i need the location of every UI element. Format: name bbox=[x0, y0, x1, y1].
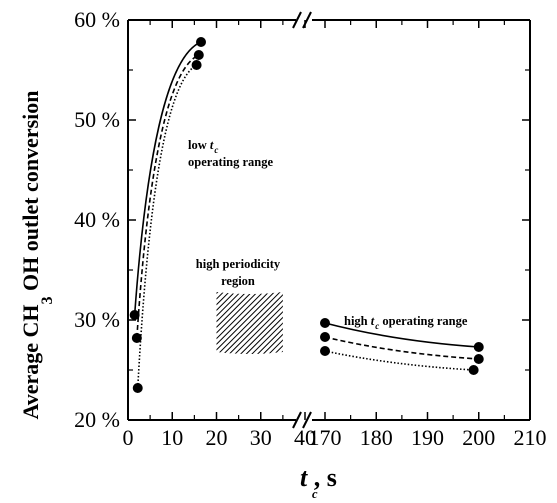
x-tick-label-right: 180 bbox=[360, 425, 393, 450]
axis-break-mark-top-2 bbox=[302, 11, 312, 29]
data-point-dashed bbox=[193, 50, 204, 60]
annotation-periodicity-line2: region bbox=[221, 274, 255, 288]
data-point-dotted bbox=[320, 346, 330, 356]
x-axis-label: t , s bbox=[300, 463, 337, 492]
data-point-dashed bbox=[131, 333, 142, 343]
plot-frame bbox=[127, 11, 531, 429]
y-tick-label: 50 % bbox=[74, 107, 120, 132]
x-tick-label-left: 10 bbox=[161, 425, 183, 450]
data-point-solid bbox=[129, 310, 140, 320]
y-tick-label: 60 % bbox=[74, 7, 120, 32]
axis-break-mark-bottom-2 bbox=[302, 411, 312, 429]
data-point-solid bbox=[196, 37, 207, 47]
annotation-low-tc-line1: low tc bbox=[188, 138, 218, 155]
x-tick-label-left: 20 bbox=[206, 425, 228, 450]
y-tick-label: 30 % bbox=[74, 307, 120, 332]
axis-break-mark-top-1 bbox=[292, 11, 302, 29]
data-point-dotted bbox=[468, 365, 479, 375]
x-axis-label-subscript: c bbox=[312, 487, 318, 501]
conversion-curves bbox=[133, 41, 479, 389]
x-tick-label-right: 170 bbox=[309, 425, 342, 450]
curve-high-solid bbox=[324, 322, 479, 348]
y-axis-label: Average CH3 OH outlet conversion bbox=[18, 91, 56, 420]
data-point-dashed bbox=[473, 354, 484, 364]
annotation-periodicity-line1: high periodicity bbox=[196, 257, 281, 271]
annotation-low-tc-line2: operating range bbox=[188, 155, 274, 169]
curve-low-solid bbox=[133, 41, 202, 316]
data-points bbox=[129, 37, 484, 393]
hatched-region-shape bbox=[216, 292, 283, 354]
data-point-solid bbox=[473, 342, 484, 352]
axis-break-mark-bottom-1 bbox=[292, 411, 302, 429]
x-tick-label-left: 40 bbox=[294, 425, 316, 450]
data-point-solid bbox=[320, 318, 330, 328]
x-tick-label-left: 0 bbox=[123, 425, 134, 450]
x-tick-label-left: 30 bbox=[250, 425, 272, 450]
x-tick-label-right: 210 bbox=[514, 425, 547, 450]
y-tick-label: 20 % bbox=[74, 407, 120, 432]
data-point-dotted bbox=[191, 60, 202, 70]
x-tick-label-right: 190 bbox=[411, 425, 444, 450]
curve-high-dotted bbox=[324, 350, 474, 371]
curve-high-dashed bbox=[324, 336, 479, 360]
curve-low-dashed bbox=[136, 54, 200, 339]
y-tick-label: 40 % bbox=[74, 207, 120, 232]
annotation-high-tc: high tc operating range bbox=[344, 314, 468, 331]
high-periodicity-region bbox=[216, 292, 283, 354]
y-axis-ticks: 20 % 30 % 40 % 50 % 60 % bbox=[74, 7, 530, 432]
data-point-dotted bbox=[132, 383, 143, 393]
data-point-dashed bbox=[320, 332, 330, 342]
x-tick-label-right: 200 bbox=[462, 425, 495, 450]
